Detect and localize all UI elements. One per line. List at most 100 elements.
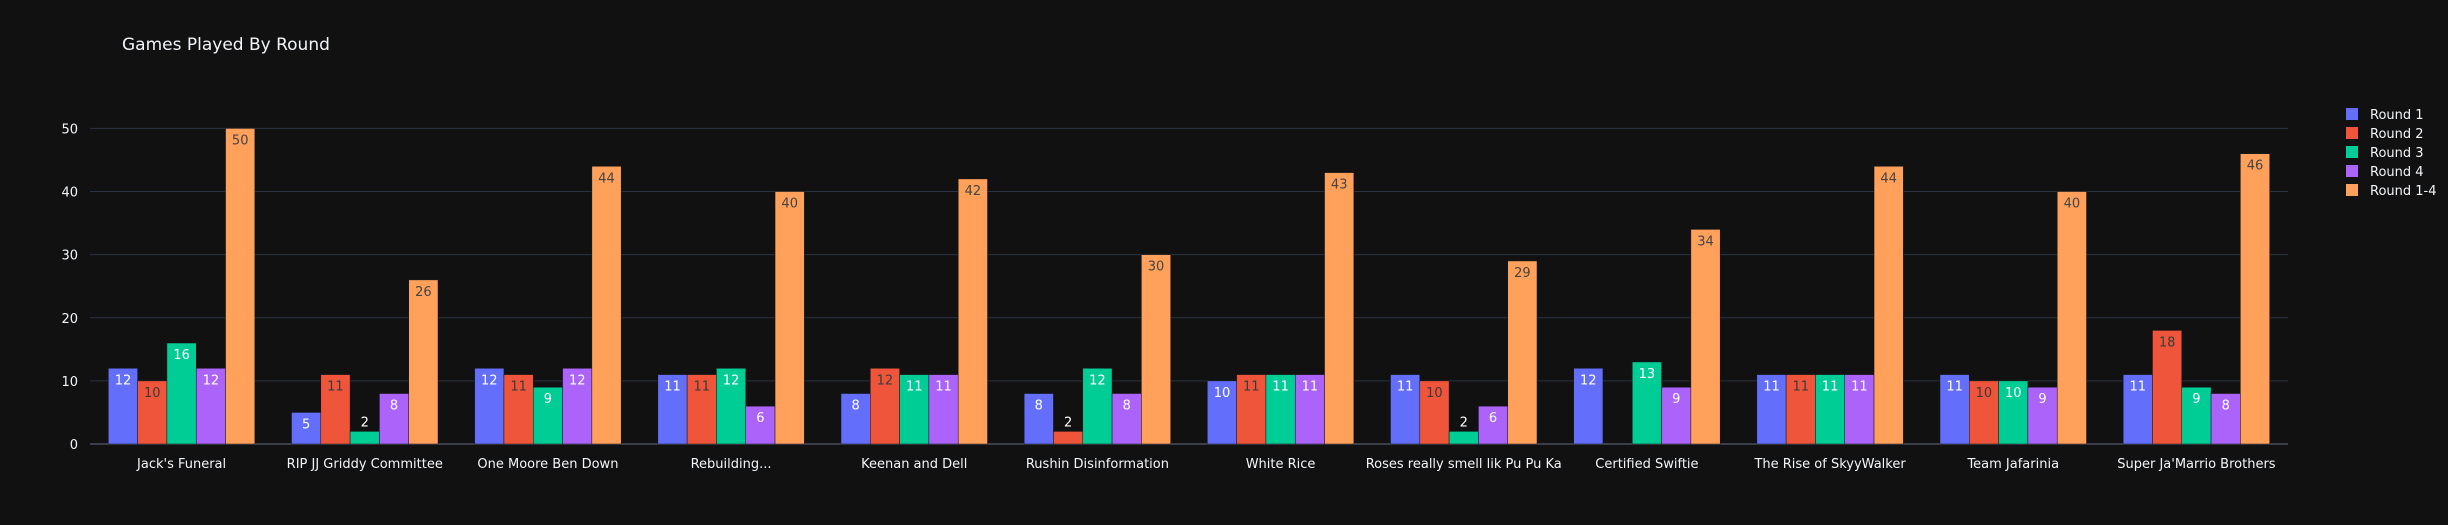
bar[interactable] [1448, 431, 1479, 445]
x-tick-label: Jack's Funeral [136, 457, 226, 472]
legend-label[interactable]: Round 1-4 [2370, 184, 2437, 199]
bar[interactable] [137, 380, 168, 445]
bar-value-label: 12 [877, 373, 894, 388]
legend-label[interactable]: Round 1 [2370, 108, 2424, 123]
bar-value-label: 11 [2130, 380, 2147, 395]
bar[interactable] [562, 368, 593, 445]
bar-value-label: 11 [510, 380, 527, 395]
bar[interactable] [745, 405, 776, 445]
bar[interactable] [1324, 172, 1355, 445]
x-tick-label: RIP JJ Griddy Committee [287, 457, 443, 472]
bar[interactable] [716, 368, 746, 445]
bar[interactable] [1141, 254, 1171, 445]
bar[interactable] [899, 374, 930, 445]
bar[interactable] [870, 368, 900, 445]
bar[interactable] [1573, 368, 1604, 445]
legend-swatch[interactable] [2346, 146, 2358, 158]
bar-value-label: 11 [1793, 380, 1810, 395]
bar-value-label: 10 [1426, 386, 1443, 401]
bar[interactable] [1236, 374, 1267, 445]
legend-swatch[interactable] [2346, 127, 2358, 139]
legend[interactable]: Round 1 Round 2 Round 3 Round 4 Round 1-4 [2346, 108, 2437, 199]
x-tick-label: Keenan and Dell [861, 457, 967, 472]
bar-value-label: 5 [302, 417, 310, 432]
bar[interactable] [1690, 229, 1721, 445]
legend-label[interactable]: Round 3 [2370, 146, 2424, 161]
bar-value-label: 11 [1397, 380, 1414, 395]
bar-value-label: 11 [327, 380, 344, 395]
bar-value-label: 11 [1243, 380, 1260, 395]
bar[interactable] [1207, 380, 1237, 445]
bar[interactable] [1661, 386, 1692, 445]
bar[interactable] [2027, 386, 2058, 445]
bar-value-label: 10 [144, 386, 161, 401]
bar[interactable] [533, 386, 563, 445]
legend-swatch[interactable] [2346, 184, 2358, 196]
bar[interactable] [503, 374, 534, 445]
bar[interactable] [840, 393, 871, 445]
chart-title: Games Played By Round [122, 35, 330, 55]
legend-swatch[interactable] [2346, 108, 2358, 120]
bar[interactable] [349, 431, 380, 445]
bar[interactable] [657, 374, 688, 445]
bar-value-label: 13 [1639, 367, 1656, 382]
bar[interactable] [1478, 405, 1508, 445]
bar[interactable] [166, 342, 197, 445]
bar[interactable] [1632, 361, 1662, 445]
bar[interactable] [320, 374, 351, 445]
bar[interactable] [1939, 374, 1970, 445]
bar[interactable] [474, 368, 505, 445]
bar[interactable] [1873, 166, 1904, 445]
bar[interactable] [686, 374, 717, 445]
bar[interactable] [195, 368, 226, 445]
bar[interactable] [1419, 380, 1450, 445]
bar-value-label: 29 [1514, 266, 1531, 281]
bar[interactable] [1507, 260, 1538, 445]
bar[interactable] [1756, 374, 1787, 445]
bar-value-label: 12 [569, 373, 586, 388]
y-tick-label: 50 [61, 122, 78, 137]
x-tick-label: One Moore Ben Down [477, 457, 618, 472]
bar[interactable] [2210, 393, 2241, 445]
bar[interactable] [2240, 153, 2270, 445]
y-axis-ticks: 0 10 20 30 40 50 [61, 122, 78, 453]
x-tick-label: Team Jafarinia [1966, 457, 2059, 472]
bar[interactable] [928, 374, 959, 445]
bar[interactable] [1023, 393, 1054, 445]
bar[interactable] [1053, 431, 1084, 445]
bar-value-label: 50 [232, 133, 249, 148]
legend-label[interactable]: Round 2 [2370, 127, 2424, 142]
bar-value-label: 11 [1272, 380, 1289, 395]
legend-swatch[interactable] [2346, 165, 2358, 177]
bar[interactable] [1111, 393, 1142, 445]
bar[interactable] [957, 178, 988, 445]
bar-value-label: 44 [598, 171, 615, 186]
bar[interactable] [1785, 374, 1816, 445]
bar-value-label: 8 [2222, 399, 2230, 414]
bar-value-label: 18 [2159, 335, 2176, 350]
bar-value-label: 12 [115, 373, 132, 388]
bar[interactable] [291, 412, 322, 445]
legend-label[interactable]: Round 4 [2370, 165, 2424, 180]
bar[interactable] [591, 166, 622, 445]
bar-value-label: 44 [1880, 171, 1897, 186]
y-tick-label: 30 [61, 249, 78, 264]
bar[interactable] [1294, 374, 1325, 445]
bar[interactable] [225, 128, 256, 445]
bar-value-label: 9 [2192, 392, 2200, 407]
bar[interactable] [1998, 380, 2029, 445]
bar[interactable] [2122, 374, 2153, 445]
bar[interactable] [1844, 374, 1875, 445]
x-tick-label: Super Ja'Marrio Brothers [2117, 457, 2276, 472]
x-axis-ticks: Jack's Funeral RIP JJ Griddy Committee One… [136, 457, 2276, 472]
bar-value-label: 46 [2247, 159, 2264, 174]
bar[interactable] [774, 191, 805, 445]
bar-value-label: 6 [756, 411, 764, 426]
y-tick-label: 0 [70, 438, 78, 453]
bar[interactable] [1969, 380, 1999, 445]
bar[interactable] [2056, 191, 2087, 445]
bar-value-label: 40 [781, 197, 798, 212]
bar[interactable] [408, 279, 439, 445]
bar[interactable] [1815, 374, 1845, 445]
